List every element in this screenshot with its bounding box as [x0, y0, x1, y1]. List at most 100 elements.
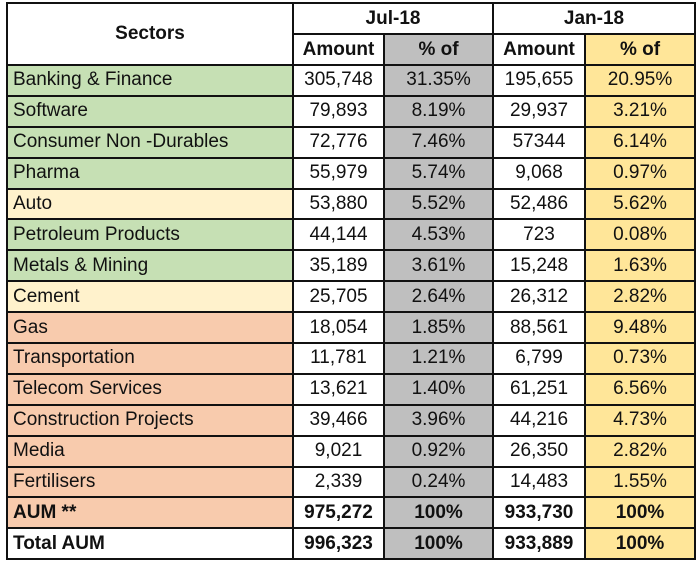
jul-amount-cell: 35,189	[292, 249, 385, 283]
jul-pct-cell: 5.52%	[382, 187, 495, 221]
jan-amount-cell: 44,216	[492, 403, 587, 437]
jan-amount-header: Amount	[492, 33, 587, 66]
sector-aum-table: Sectors Jul-18 Jan-18 Amount % of Amount…	[6, 2, 697, 561]
jan-amount-cell: 6,799	[492, 342, 587, 375]
sectors-header: Sectors	[6, 2, 294, 66]
sector-cell: Cement	[6, 280, 294, 314]
table-row: Construction Projects 39,466 3.96% 44,216 4.…	[6, 403, 697, 437]
jul-amount-cell: 996,323	[292, 527, 385, 561]
table-row: Pharma 55,979 5.74% 9,068 0.97%	[6, 156, 697, 190]
sector-cell: Transportation	[6, 342, 294, 375]
sector-cell: Construction Projects	[6, 403, 294, 437]
jul-pct-cell: 4.53%	[382, 218, 495, 252]
table-row: Fertilisers 2,339 0.24% 14,483 1.55%	[6, 465, 697, 499]
jul-pct-cell: 1.40%	[382, 372, 495, 406]
table-row: Gas 18,054 1.85% 88,561 9.48%	[6, 311, 697, 345]
jul-amount-header: Amount	[292, 33, 385, 66]
table-row: Media 9,021 0.92% 26,350 2.82%	[6, 434, 697, 468]
table-row: Metals & Mining 35,189 3.61% 15,248 1.63%	[6, 249, 697, 283]
jul-amount-cell: 39,466	[292, 403, 385, 437]
jan-pct-cell: 0.73%	[584, 342, 697, 375]
jan-pct-cell: 0.97%	[584, 156, 697, 190]
jan-amount-cell: 26,350	[492, 434, 587, 468]
jan-pct-header: % of	[584, 33, 697, 66]
jan-amount-cell: 61,251	[492, 372, 587, 406]
jan18-header: Jan-18	[492, 2, 697, 35]
jul-pct-cell: 3.96%	[382, 403, 495, 437]
jul-pct-cell: 8.19%	[382, 94, 495, 128]
sector-cell: Fertilisers	[6, 465, 294, 499]
jan-pct-cell: 3.21%	[584, 94, 697, 128]
jul-amount-cell: 2,339	[292, 465, 385, 499]
table-row: Transportation 11,781 1.21% 6,799 0.73%	[6, 342, 697, 375]
jul-pct-cell: 1.21%	[382, 342, 495, 375]
sector-cell: AUM **	[6, 496, 294, 530]
jan-amount-cell: 14,483	[492, 465, 587, 499]
jan-pct-cell: 2.82%	[584, 434, 697, 468]
jan-amount-cell: 57344	[492, 125, 587, 159]
jan-pct-cell: 100%	[584, 527, 697, 561]
jul-amount-cell: 11,781	[292, 342, 385, 375]
table-row: Telecom Services 13,621 1.40% 61,251 6.56%	[6, 372, 697, 406]
jul-pct-cell: 100%	[382, 527, 495, 561]
jan-amount-cell: 29,937	[492, 94, 587, 128]
jan-pct-cell: 1.63%	[584, 249, 697, 283]
jul-pct-cell: 0.92%	[382, 434, 495, 468]
jul-pct-cell: 5.74%	[382, 156, 495, 190]
jul-pct-cell: 1.85%	[382, 311, 495, 345]
sector-cell: Pharma	[6, 156, 294, 190]
jul-pct-cell: 7.46%	[382, 125, 495, 159]
jul18-header: Jul-18	[291, 2, 495, 35]
jan-amount-cell: 26,312	[492, 280, 587, 314]
jul-pct-cell: 3.61%	[382, 249, 495, 283]
sector-cell: Telecom Services	[6, 372, 294, 406]
jan-amount-cell: 52,486	[492, 187, 587, 221]
sector-cell: Banking & Finance	[6, 64, 294, 97]
jul-amount-cell: 44,144	[292, 218, 385, 252]
sector-cell: Media	[6, 434, 294, 468]
sector-cell: Consumer Non -Durables	[6, 125, 294, 159]
table-row: Cement 25,705 2.64% 26,312 2.82%	[6, 280, 697, 314]
jan-pct-cell: 6.56%	[584, 372, 697, 406]
jul-pct-cell: 31.35%	[382, 64, 495, 97]
table-row: Consumer Non -Durables 72,776 7.46% 57344 6.…	[6, 125, 697, 159]
jul-amount-cell: 25,705	[292, 280, 385, 314]
jul-amount-cell: 13,621	[292, 372, 385, 406]
sector-cell: Auto	[6, 187, 294, 221]
jul-pct-cell: 2.64%	[382, 280, 495, 314]
table-row: Auto 53,880 5.52% 52,486 5.62%	[6, 187, 697, 221]
table-row: Total AUM 996,323 100% 933,889 100%	[6, 527, 697, 561]
jul-amount-cell: 79,893	[292, 94, 385, 128]
jan-pct-cell: 20.95%	[584, 64, 697, 97]
jan-amount-cell: 9,068	[492, 156, 587, 190]
table-row: Software 79,893 8.19% 29,937 3.21%	[6, 94, 697, 128]
jan-amount-cell: 88,561	[492, 311, 587, 345]
table-row: Petroleum Products 44,144 4.53% 723 0.08%	[6, 218, 697, 252]
jul-amount-cell: 72,776	[292, 125, 385, 159]
jan-pct-cell: 9.48%	[584, 311, 697, 345]
jul-pct-header: % of	[382, 33, 495, 66]
table-row: Banking & Finance 305,748 31.35% 195,655 20.…	[6, 64, 697, 97]
sector-cell: Gas	[6, 311, 294, 345]
jan-pct-cell: 6.14%	[584, 125, 697, 159]
sector-cell: Software	[6, 94, 294, 128]
jan-amount-cell: 195,655	[492, 64, 587, 97]
jan-pct-cell: 2.82%	[584, 280, 697, 314]
jan-pct-cell: 0.08%	[584, 218, 697, 252]
jan-amount-cell: 933,730	[492, 496, 587, 530]
jan-pct-cell: 5.62%	[584, 187, 697, 221]
jul-amount-cell: 9,021	[292, 434, 385, 468]
jul-amount-cell: 53,880	[292, 187, 385, 221]
sector-cell: Total AUM	[6, 527, 294, 561]
jan-pct-cell: 100%	[584, 496, 697, 530]
sector-cell: Petroleum Products	[6, 218, 294, 252]
table-row: AUM ** 975,272 100% 933,730 100%	[6, 496, 697, 530]
jan-amount-cell: 723	[492, 218, 587, 252]
jan-pct-cell: 4.73%	[584, 403, 697, 437]
jul-amount-cell: 55,979	[292, 156, 385, 190]
jan-amount-cell: 933,889	[492, 527, 587, 561]
jul-amount-cell: 975,272	[292, 496, 385, 530]
jul-amount-cell: 305,748	[292, 64, 385, 97]
jul-amount-cell: 18,054	[292, 311, 385, 345]
sector-cell: Metals & Mining	[6, 249, 294, 283]
